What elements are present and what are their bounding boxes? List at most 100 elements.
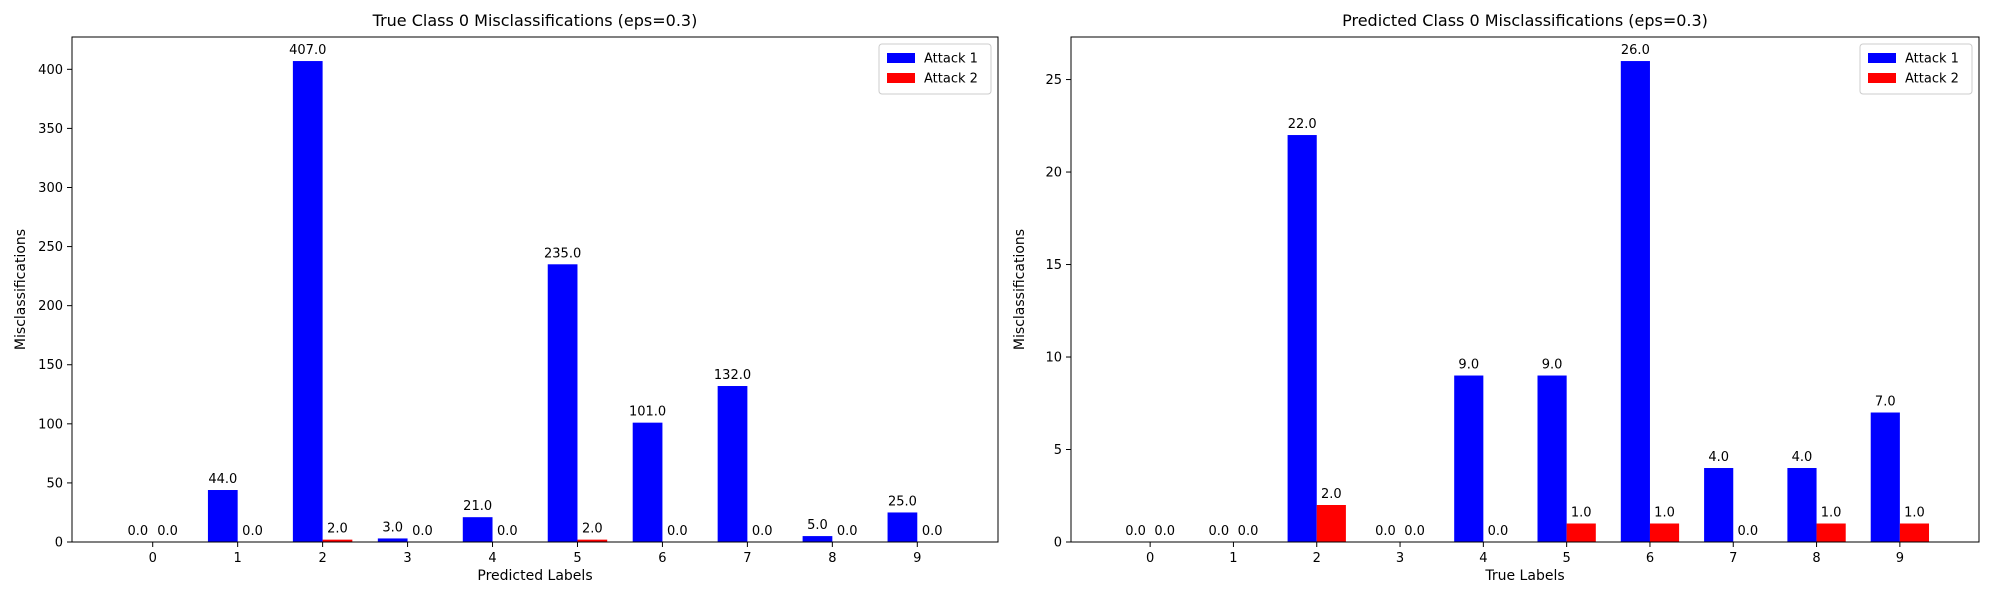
bar-value-label: 0.0 — [667, 524, 688, 539]
x-tick-label: 6 — [1646, 551, 1654, 566]
bar-value-label: 9.0 — [1542, 358, 1563, 373]
x-tick-label: 4 — [1479, 551, 1487, 566]
bar-value-label: 0.0 — [1488, 524, 1509, 539]
bar-value-label: 0.0 — [922, 524, 943, 539]
legend-swatch-series2 — [1868, 73, 1896, 83]
y-tick-label: 350 — [38, 122, 63, 137]
y-tick-label: 300 — [38, 181, 63, 196]
bar-value-label: 407.0 — [289, 43, 326, 58]
y-tick-label: 100 — [38, 417, 63, 432]
bar-series1-5 — [547, 264, 578, 542]
y-tick-label: 20 — [1045, 166, 1062, 181]
bar-value-label: 0.0 — [412, 524, 433, 539]
bar-series1-1 — [207, 490, 238, 542]
bar-value-label: 0.0 — [127, 524, 148, 539]
bar-value-label: 0.0 — [752, 524, 773, 539]
y-tick-label: 10 — [1045, 351, 1062, 366]
x-tick-label: 8 — [1812, 551, 1820, 566]
x-tick-label: 7 — [743, 551, 751, 566]
bar-value-label: 0.0 — [242, 524, 263, 539]
bar-value-label: 7.0 — [1875, 395, 1896, 410]
y-tick-label: 15 — [1045, 258, 1062, 273]
x-axis-label: True Labels — [1484, 568, 1564, 584]
y-tick-label: 400 — [38, 63, 63, 78]
bar-value-label: 0.0 — [1209, 524, 1230, 539]
bar-value-label: 1.0 — [1571, 506, 1592, 521]
x-tick-label: 7 — [1729, 551, 1737, 566]
x-tick-label: 9 — [913, 551, 921, 566]
bar-value-label: 22.0 — [1288, 117, 1317, 132]
x-tick-label: 6 — [658, 551, 666, 566]
bar-value-label: 0.0 — [1404, 524, 1425, 539]
chart-title: Predicted Class 0 Misclassifications (ep… — [1342, 11, 1708, 30]
bar-value-label: 0.0 — [1737, 524, 1758, 539]
bar-value-label: 21.0 — [463, 499, 492, 514]
bar-value-label: 0.0 — [1375, 524, 1396, 539]
x-tick-label: 1 — [1229, 551, 1237, 566]
chart-2: Predicted Class 0 Misclassifications (ep… — [1012, 11, 1980, 584]
bar-value-label: 2.0 — [1321, 487, 1342, 502]
y-tick-label: 200 — [38, 299, 63, 314]
bar-series1-4 — [462, 517, 493, 542]
bar-value-label: 26.0 — [1621, 43, 1650, 58]
bar-value-label: 132.0 — [714, 368, 751, 383]
bar-series1-7 — [717, 386, 748, 542]
bar-series1-9 — [1870, 412, 1900, 542]
bar-value-label: 9.0 — [1458, 358, 1479, 373]
bar-value-label: 0.0 — [497, 524, 518, 539]
bar-series1-3 — [377, 538, 408, 542]
x-tick-label: 5 — [573, 551, 581, 566]
x-tick-label: 3 — [403, 551, 411, 566]
bar-series1-2 — [1287, 135, 1317, 543]
legend-swatch-series1 — [1868, 53, 1896, 63]
y-tick-label: 250 — [38, 240, 63, 255]
bar-value-label: 1.0 — [1821, 506, 1842, 521]
x-tick-label: 0 — [1146, 551, 1154, 566]
bar-value-label: 0.0 — [1125, 524, 1146, 539]
x-tick-label: 5 — [1563, 551, 1571, 566]
bar-series1-8 — [1787, 468, 1817, 542]
chart-1: True Class 0 Misclassifications (eps=0.3… — [13, 11, 999, 584]
bar-value-label: 44.0 — [208, 472, 237, 487]
legend: Attack 1 Attack 2 — [1859, 43, 1973, 95]
bar-series2-8 — [1816, 523, 1846, 542]
bar-value-label: 0.0 — [1238, 524, 1259, 539]
bar-series1-5 — [1537, 375, 1567, 542]
legend-label: Attack 1 — [924, 52, 978, 67]
bar-series1-6 — [1620, 61, 1650, 543]
legend-label: Attack 2 — [1905, 72, 1959, 87]
bar-value-label: 101.0 — [629, 405, 666, 420]
bar-series1-6 — [632, 422, 663, 542]
y-axis-label: Misclassifications — [1012, 229, 1028, 350]
y-tick-label: 150 — [38, 358, 63, 373]
y-axis-label: Misclassifications — [13, 229, 29, 350]
legend-swatch-series2 — [887, 73, 915, 83]
y-tick-label: 25 — [1045, 73, 1062, 88]
bar-series1-9 — [887, 512, 918, 542]
x-tick-label: 3 — [1396, 551, 1404, 566]
bar-series2-2 — [322, 539, 353, 542]
y-tick-label: 0 — [55, 536, 63, 551]
bar-series2-5 — [577, 539, 608, 542]
x-tick-label: 8 — [828, 551, 836, 566]
bar-value-label: 4.0 — [1708, 450, 1729, 465]
bar-value-label: 0.0 — [157, 524, 178, 539]
plot-frame — [1070, 36, 1980, 543]
bar-value-label: 2.0 — [582, 522, 603, 537]
legend-swatch-series1 — [887, 53, 915, 63]
x-tick-label: 2 — [318, 551, 326, 566]
x-axis-label: Predicted Labels — [477, 568, 592, 584]
bar-value-label: 3.0 — [382, 520, 403, 535]
bar-series1-4 — [1454, 375, 1484, 542]
bar-series2-6 — [1649, 523, 1680, 542]
bar-series2-9 — [1899, 523, 1930, 542]
x-tick-label: 2 — [1313, 551, 1321, 566]
plot-frame — [71, 36, 999, 543]
x-tick-label: 4 — [488, 551, 496, 566]
bar-series2-2 — [1316, 505, 1346, 542]
bar-value-label: 25.0 — [888, 494, 917, 509]
bar-series1-2 — [292, 61, 323, 543]
legend: Attack 1 Attack 2 — [878, 43, 992, 95]
bar-value-label: 1.0 — [1904, 506, 1925, 521]
y-tick-label: 0 — [1054, 536, 1062, 551]
